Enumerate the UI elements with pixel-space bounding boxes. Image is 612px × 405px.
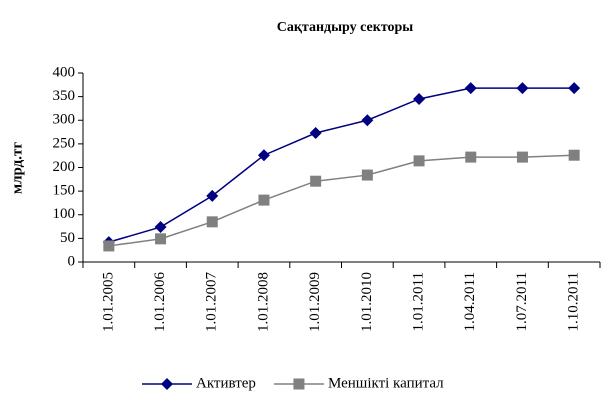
x-tick-label: 1.01.2011 (410, 272, 426, 331)
y-tick-label: 250 (53, 135, 76, 151)
y-axis-label: млрд.тг (9, 142, 25, 194)
data-point (257, 149, 270, 162)
data-point (465, 151, 477, 163)
data-point (413, 92, 426, 105)
data-point (310, 175, 322, 187)
data-point (516, 82, 529, 95)
legend-marker (293, 378, 305, 390)
data-point (464, 82, 477, 95)
x-tick-label: 1.01.2007 (204, 272, 220, 333)
y-tick-label: 350 (53, 88, 76, 104)
data-point (206, 189, 219, 202)
y-tick-label: 50 (60, 230, 75, 246)
x-tick-label: 1.01.2009 (307, 272, 323, 332)
series-line (108, 154, 575, 247)
data-point (206, 216, 218, 228)
y-tick-label: 0 (68, 253, 76, 269)
data-point (568, 149, 580, 161)
data-point (413, 155, 425, 167)
y-tick-label: 200 (53, 159, 76, 175)
data-point (155, 233, 167, 245)
y-tick-label: 300 (53, 112, 76, 128)
data-point (516, 151, 528, 163)
x-tick-label: 1.10.2011 (566, 272, 582, 331)
x-tick-label: 1.01.2006 (152, 272, 168, 333)
data-point (258, 194, 270, 206)
legend-label: Меншікті капитал (328, 375, 444, 391)
data-point (103, 240, 115, 252)
x-tick-label: 1.01.2010 (359, 272, 375, 332)
y-tick-label: 100 (53, 206, 76, 222)
y-tick-label: 150 (53, 183, 76, 199)
data-point (361, 114, 374, 127)
data-point (568, 82, 581, 95)
legend-label: Активтер (196, 375, 256, 391)
y-tick-label: 400 (53, 64, 76, 80)
x-tick-label: 1.01.2008 (255, 272, 271, 332)
x-tick-label: 1.04.2011 (462, 272, 478, 331)
data-point (361, 169, 373, 181)
data-point (154, 221, 167, 234)
x-tick-label: 1.01.2005 (100, 272, 116, 332)
series-line (108, 87, 575, 243)
x-tick-label: 1.07.2011 (514, 272, 530, 331)
chart-title: Сақтандыру секторы (277, 20, 414, 35)
data-point (309, 127, 322, 140)
legend-marker (161, 378, 173, 390)
